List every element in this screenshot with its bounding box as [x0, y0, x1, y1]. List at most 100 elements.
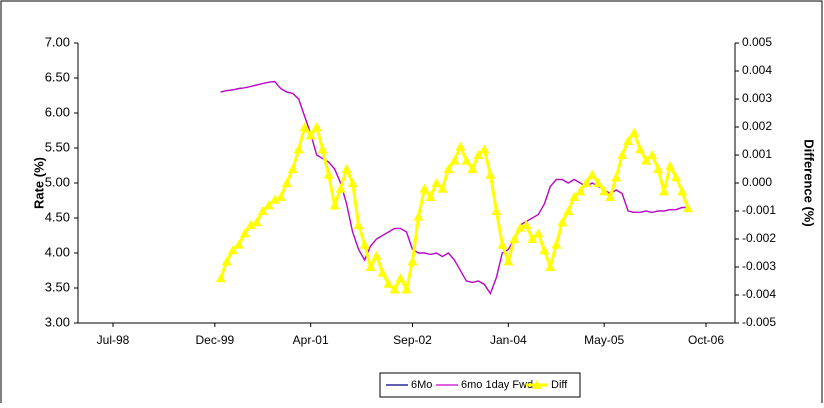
- series-marker: [677, 186, 688, 196]
- x-tick-label: Apr-01: [293, 333, 329, 347]
- series-marker: [617, 150, 628, 159]
- series-marker: [509, 234, 520, 243]
- x-tick-label: Sep-02: [393, 333, 432, 347]
- series-marker: [401, 284, 412, 294]
- y-axis-title: Rate (%): [31, 157, 46, 209]
- series-marker: [521, 220, 532, 229]
- series-marker: [485, 169, 496, 179]
- series-marker: [425, 192, 436, 201]
- series-marker: [431, 178, 442, 187]
- legend-label: 6mo 1day Fwd: [461, 379, 533, 391]
- series-marker: [335, 183, 346, 193]
- x-tick-label: Oct-06: [688, 333, 724, 347]
- y2-tick-label: -0.001: [742, 203, 776, 217]
- y2-tick-label: 0.001: [742, 147, 772, 161]
- y2-tick-label: -0.002: [742, 231, 776, 245]
- series-marker: [653, 164, 664, 173]
- series-marker: [581, 178, 592, 187]
- series-marker: [623, 136, 634, 145]
- series-marker: [647, 150, 658, 159]
- series-marker: [569, 192, 580, 201]
- y-tick-label: 3.00: [45, 314, 70, 329]
- series-marker: [515, 222, 526, 232]
- series-marker: [233, 239, 244, 249]
- series-marker: [215, 273, 226, 283]
- series-marker: [281, 178, 292, 187]
- series-marker: [533, 228, 544, 238]
- series-marker: [611, 172, 622, 182]
- series-marker: [305, 130, 316, 140]
- series-marker: [347, 178, 358, 187]
- series-marker: [239, 228, 250, 238]
- series-marker: [299, 122, 310, 131]
- series-marker: [407, 256, 418, 266]
- series-marker: [491, 206, 502, 215]
- series-marker: [227, 245, 238, 255]
- series-marker: [293, 144, 304, 154]
- series-marker: [443, 164, 454, 173]
- series-marker: [323, 169, 334, 179]
- series-marker: [599, 186, 610, 196]
- series-marker: [551, 239, 562, 249]
- series-marker: [365, 262, 376, 271]
- series-marker: [659, 186, 670, 196]
- series-marker: [245, 220, 256, 229]
- series-marker: [383, 278, 394, 288]
- series-marker: [461, 155, 472, 165]
- legend-marker: [532, 380, 542, 389]
- series-marker: [317, 144, 328, 154]
- y2-tick-label: 0.002: [742, 119, 772, 133]
- series-marker: [437, 183, 448, 193]
- y2-tick-label: -0.005: [742, 315, 776, 329]
- series-marker: [557, 217, 568, 227]
- series-marker: [419, 183, 430, 193]
- series-marker: [563, 206, 574, 215]
- series-marker: [635, 144, 646, 154]
- y2-tick-label: -0.004: [742, 287, 776, 301]
- series-marker: [575, 186, 586, 196]
- series-marker: [371, 250, 382, 260]
- series-marker: [479, 144, 490, 154]
- y2-tick-label: 0.000: [742, 175, 772, 189]
- series-marker: [275, 192, 286, 201]
- series-marker: [341, 164, 352, 173]
- series-marker: [377, 267, 388, 277]
- series-marker: [665, 161, 676, 171]
- y-tick-label: 3.50: [45, 279, 70, 294]
- y2-axis-title: Difference (%): [802, 139, 817, 226]
- y-tick-label: 4.00: [45, 244, 70, 259]
- series-marker: [413, 211, 424, 221]
- y2-tick-label: 0.003: [742, 91, 772, 105]
- series-marker: [671, 172, 682, 182]
- series-marker: [503, 256, 514, 266]
- y-tick-label: 5.00: [45, 174, 70, 189]
- y-tick-label: 4.50: [45, 209, 70, 224]
- series-marker: [287, 164, 298, 173]
- series-marker: [467, 164, 478, 173]
- series-marker: [389, 284, 400, 294]
- y-tick-label: 7.00: [45, 34, 70, 49]
- legend-label: Diff: [551, 379, 568, 391]
- series-marker: [221, 256, 232, 266]
- series-marker: [587, 169, 598, 179]
- series-marker: [605, 192, 616, 201]
- series-marker: [263, 200, 274, 210]
- y2-tick-label: -0.003: [742, 259, 776, 273]
- series-marker: [527, 234, 538, 243]
- series-marker: [629, 127, 640, 137]
- series-marker: [449, 155, 460, 165]
- series-marker: [329, 200, 340, 210]
- y-tick-label: 6.00: [45, 104, 70, 119]
- series-marker: [251, 217, 262, 227]
- series-marker: [257, 206, 268, 215]
- y2-tick-label: 0.004: [742, 63, 772, 77]
- series-marker: [593, 178, 604, 187]
- series-marker: [545, 262, 556, 271]
- series-marker: [473, 150, 484, 159]
- series-marker: [497, 239, 508, 249]
- series-marker: [455, 141, 466, 151]
- series-marker: [683, 203, 694, 213]
- x-tick-label: Jan-04: [490, 333, 527, 347]
- series-marker: [641, 155, 652, 165]
